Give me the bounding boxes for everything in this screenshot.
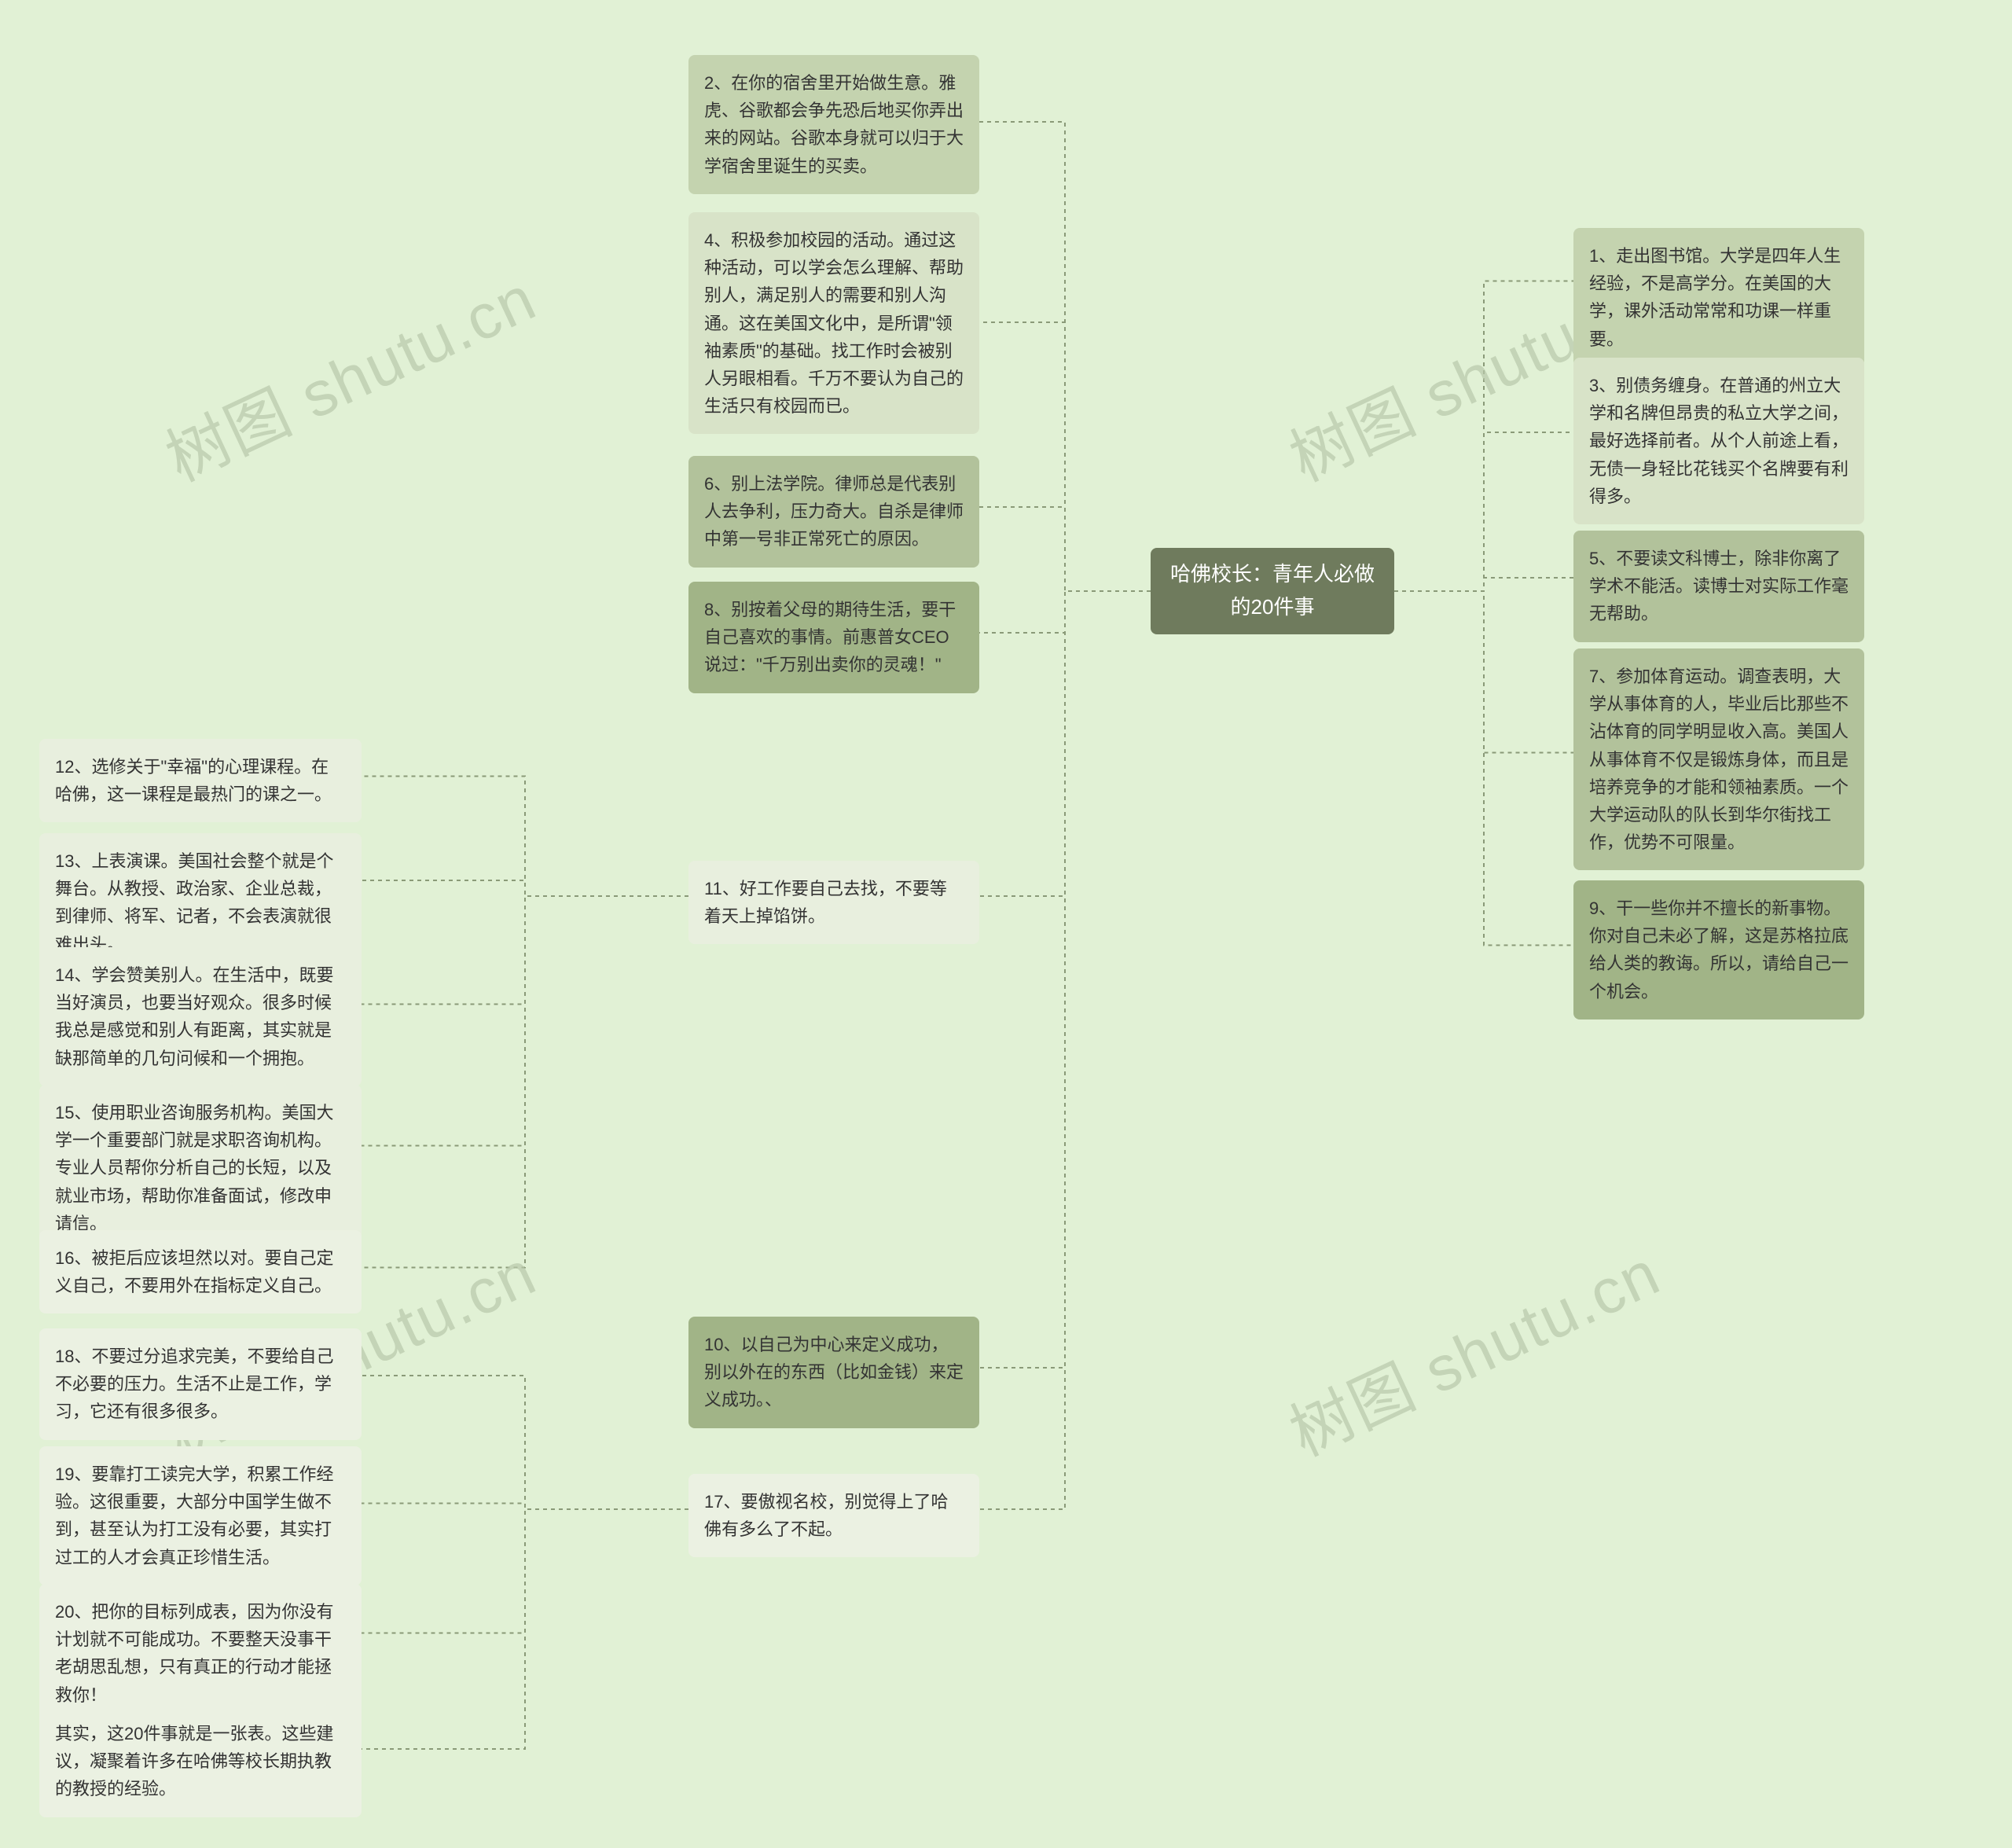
mid-node-m10[interactable]: 10、以自己为中心来定义成功，别以外在的东西（比如金钱）来定义成功。、 [688, 1317, 979, 1428]
left-node-L14[interactable]: 14、学会赞美别人。在生活中，既要当好演员，也要当好观众。很多时候我总是感觉和别… [39, 947, 362, 1086]
mid-node-m11[interactable]: 11、好工作要自己去找，不要等着天上掉馅饼。 [688, 861, 979, 944]
mid-node-m17[interactable]: 17、要傲视名校，别觉得上了哈佛有多么了不起。 [688, 1474, 979, 1557]
mid-node-m2[interactable]: 2、在你的宿舍里开始做生意。雅虎、谷歌都会争先恐后地买你弄出来的网站。谷歌本身就… [688, 55, 979, 194]
right-node-r3[interactable]: 3、别债务缠身。在普通的州立大学和名牌但昂贵的私立大学之间，最好选择前者。从个人… [1573, 358, 1864, 524]
left-node-Lx[interactable]: 其实，这20件事就是一张表。这些建议，凝聚着许多在哈佛等校长期执教的教授的经验。 [39, 1706, 362, 1817]
left-node-L20[interactable]: 20、把你的目标列成表，因为你没有计划就不可能成功。不要整天没事干老胡思乱想，只… [39, 1584, 362, 1723]
watermark-1: 树图 shutu.cn [149, 248, 549, 499]
mid-node-m8[interactable]: 8、别按着父母的期待生活，要干自己喜欢的事情。前惠普女CEO说过："千万别出卖你… [688, 582, 979, 693]
right-node-r1[interactable]: 1、走出图书馆。大学是四年人生经验，不是高学分。在美国的大学，课外活动常常和功课… [1573, 228, 1864, 367]
watermark-4: 树图 shutu.cn [1273, 1223, 1672, 1474]
left-node-L15[interactable]: 15、使用职业咨询服务机构。美国大学一个重要部门就是求职咨询机构。专业人员帮你分… [39, 1085, 362, 1251]
mid-node-m6[interactable]: 6、别上法学院。律师总是代表别人去争利，压力奇大。自杀是律师中第一号非正常死亡的… [688, 456, 979, 568]
left-node-L12[interactable]: 12、选修关于"幸福"的心理课程。在哈佛，这一课程是最热门的课之一。 [39, 739, 362, 822]
left-node-L19[interactable]: 19、要靠打工读完大学，积累工作经验。这很重要，大部分中国学生做不到，甚至认为打… [39, 1446, 362, 1585]
center-text: 哈佛校长：青年人必做的20件事 [1166, 558, 1379, 623]
right-node-r9[interactable]: 9、干一些你并不擅长的新事物。你对自己未必了解，这是苏格拉底给人类的教诲。所以，… [1573, 880, 1864, 1020]
left-node-L18[interactable]: 18、不要过分追求完美，不要给自己不必要的压力。生活不止是工作，学习，它还有很多… [39, 1328, 362, 1440]
mid-node-m4[interactable]: 4、积极参加校园的活动。通过这种活动，可以学会怎么理解、帮助别人，满足别人的需要… [688, 212, 979, 434]
right-node-r7[interactable]: 7、参加体育运动。调查表明，大学从事体育的人，毕业后比那些不沾体育的同学明显收入… [1573, 648, 1864, 870]
left-node-L16[interactable]: 16、被拒后应该坦然以对。要自己定义自己，不要用外在指标定义自己。 [39, 1230, 362, 1313]
right-node-r5[interactable]: 5、不要读文科博士，除非你离了学术不能活。读博士对实际工作毫无帮助。 [1573, 531, 1864, 642]
center-node[interactable]: 哈佛校长：青年人必做的20件事 [1151, 548, 1394, 634]
